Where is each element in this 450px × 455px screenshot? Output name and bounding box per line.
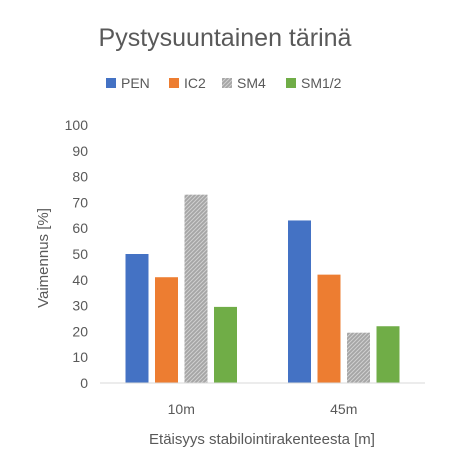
y-tick-label: 60 <box>72 220 88 236</box>
y-tick-label: 40 <box>72 272 88 288</box>
x-axis-ticks: 10m 45m <box>168 401 358 417</box>
legend-label: IC2 <box>184 75 206 91</box>
legend-label: SM1/2 <box>301 75 342 91</box>
y-tick-label: 20 <box>72 323 88 339</box>
bar-sm1-2-10m <box>214 306 237 383</box>
y-tick-label: 10 <box>72 349 88 365</box>
y-tick-label: 30 <box>72 298 88 314</box>
bar-pen-10m <box>125 254 149 383</box>
y-axis-label: Vaimennus [%] <box>35 208 52 308</box>
y-tick-label: 50 <box>72 246 88 262</box>
bar-sm4-45m <box>347 332 370 383</box>
y-tick-label: 90 <box>72 143 88 159</box>
bar-sm1-2-45m <box>376 326 400 383</box>
bar-ic2-45m <box>317 274 341 383</box>
legend-swatch <box>106 78 116 88</box>
y-tick-label: 80 <box>72 169 88 185</box>
y-tick-label: 0 <box>80 375 88 391</box>
legend-label: PEN <box>121 75 150 91</box>
legend-swatch <box>286 78 296 88</box>
legend-label: SM4 <box>237 75 266 91</box>
legend-swatch <box>222 78 232 88</box>
bar-sm4-10m <box>184 194 208 383</box>
y-tick-label: 70 <box>72 194 88 210</box>
x-axis-label: Etäisyys stabilointirakenteesta [m] <box>149 431 375 448</box>
legend: PEN IC2 SM4 SM1/2 <box>106 75 342 91</box>
x-tick-label: 10m <box>168 401 195 417</box>
x-tick-label: 45m <box>330 401 357 417</box>
legend-swatch <box>169 78 179 88</box>
bar-ic2-10m <box>155 277 178 383</box>
bar-pen-45m <box>288 220 311 383</box>
bars <box>125 194 400 383</box>
y-tick-label: 100 <box>65 117 89 133</box>
chart-title: Pystysuuntainen tärinä <box>99 24 352 52</box>
y-axis-ticks: 0 10 20 30 40 50 60 70 80 90 100 <box>65 117 89 391</box>
